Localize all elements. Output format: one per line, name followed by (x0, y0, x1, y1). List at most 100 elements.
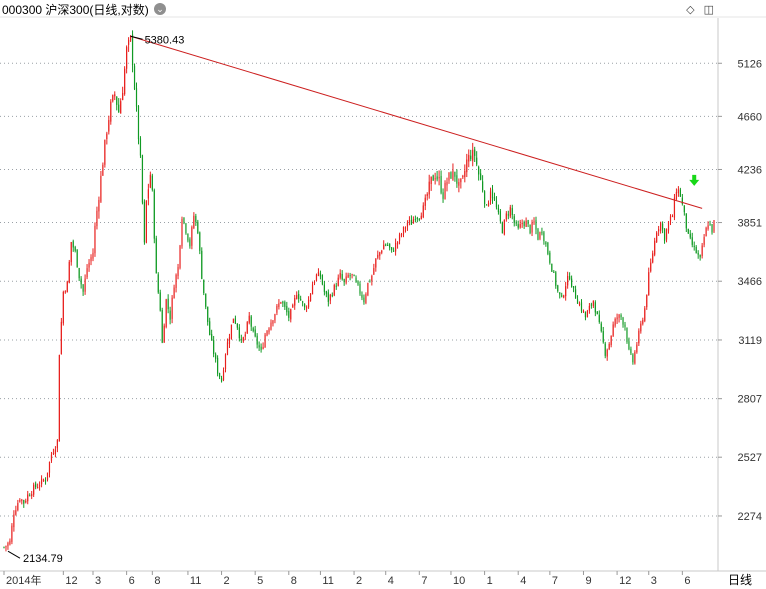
candle-body (462, 175, 464, 178)
candle-body (288, 311, 290, 318)
candle-body (497, 207, 500, 213)
candle-body (402, 227, 405, 234)
candle-body (571, 278, 573, 288)
diamond-icon[interactable]: ◇ (686, 4, 695, 16)
candle-body (436, 176, 438, 180)
candle-body (422, 205, 424, 218)
candle-body (482, 181, 484, 191)
candle-body (383, 244, 385, 250)
candle-body (359, 283, 361, 294)
candle-body (707, 225, 709, 229)
chevron-down-icon[interactable]: ⌄ (154, 3, 166, 15)
candle-body (363, 297, 365, 303)
candle-body (361, 294, 363, 298)
candle-body (149, 174, 151, 188)
candle-body (193, 215, 195, 228)
candle-body (660, 222, 662, 231)
candle-body (420, 215, 422, 220)
candle-body (345, 276, 347, 283)
candle-body (369, 281, 371, 283)
candle-body (598, 314, 600, 322)
candle-body (485, 204, 488, 206)
candle-body (460, 178, 462, 183)
candle-body (602, 331, 604, 343)
candle-body (244, 334, 246, 337)
candle-body (709, 224, 711, 226)
candle-body (25, 500, 27, 503)
candle-body (33, 484, 35, 495)
candle-body (456, 175, 458, 184)
candle-body (305, 307, 308, 309)
candle-body (476, 157, 478, 165)
candle-body (260, 346, 262, 350)
candle-body (347, 274, 349, 278)
candle-body (37, 486, 39, 488)
candle-body (72, 241, 74, 248)
candle-body (377, 254, 379, 258)
candle-body (525, 220, 527, 227)
candle-body (40, 478, 43, 485)
candle-body (110, 101, 112, 122)
candle-body (426, 194, 428, 197)
candle-body (114, 94, 116, 97)
candle-body (56, 440, 58, 449)
candle-body (161, 310, 163, 343)
candle-body (614, 318, 616, 326)
max-label: 5380.43 (145, 34, 185, 46)
candle-body (691, 237, 693, 245)
candle-body (563, 295, 565, 298)
candle-body (604, 343, 606, 356)
restore-icon[interactable]: ◫ (703, 4, 714, 16)
candle-body (549, 252, 551, 263)
candle-body (226, 342, 229, 355)
candle-body (519, 224, 521, 228)
candle-body (642, 320, 644, 324)
candle-body (116, 96, 118, 105)
candle-body (21, 499, 23, 501)
period-label[interactable]: 日线 (727, 573, 752, 587)
candle-body (337, 277, 339, 286)
candle-body (86, 268, 88, 278)
window-controls: ◇ ◫ (680, 3, 714, 16)
candle-body (102, 164, 104, 176)
candle-body (699, 254, 701, 258)
candle-body (201, 250, 203, 279)
candle-body (3, 546, 5, 548)
candle-body (640, 323, 642, 332)
candle-body (693, 245, 695, 247)
candle-body (547, 242, 549, 254)
candle-body (509, 207, 511, 217)
candle-body (545, 242, 547, 245)
candle-body (129, 35, 132, 41)
candle-body (669, 216, 672, 222)
candle-body (319, 273, 322, 277)
candle-body (551, 263, 553, 272)
candles (3, 30, 715, 552)
candle-body (515, 222, 517, 224)
candle-body (695, 247, 697, 254)
candle-body (495, 200, 498, 208)
candle-body (284, 302, 286, 307)
y-tick-label: 5126 (738, 58, 762, 70)
candle-body (315, 274, 318, 281)
candle-body (596, 311, 598, 315)
candle-body (58, 355, 60, 442)
candle-body (90, 257, 92, 262)
candle-body (513, 216, 515, 223)
candle-body (574, 289, 577, 299)
candle-body (665, 229, 668, 240)
candle-body (250, 316, 252, 327)
candle-body (480, 173, 482, 180)
candle-body (511, 208, 513, 215)
candle-body (357, 280, 359, 285)
candle-body (31, 494, 33, 497)
candle-body (351, 273, 353, 275)
candle-body (118, 104, 120, 113)
candle-body (304, 304, 306, 308)
candle-body (159, 292, 161, 311)
candle-body (491, 189, 494, 199)
candle-body (5, 545, 7, 548)
candle-body (398, 234, 401, 241)
candle-body (634, 351, 636, 364)
candle-body (391, 247, 393, 250)
